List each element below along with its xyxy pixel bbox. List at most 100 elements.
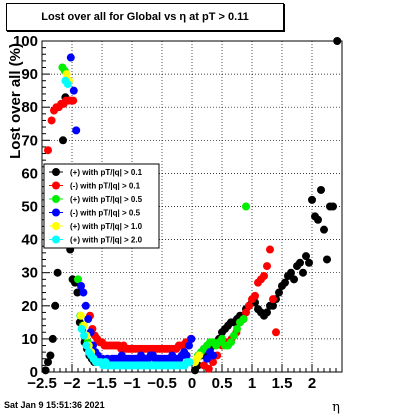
data-point (48, 334, 57, 343)
legend-box (43, 163, 160, 249)
data-point (51, 301, 60, 310)
y-tick-label: 80 (21, 99, 38, 116)
data-point (187, 334, 196, 343)
data-point (272, 328, 280, 337)
series-6 (61, 76, 194, 370)
data-point (69, 96, 78, 105)
data-point (44, 146, 52, 155)
data-point (185, 341, 193, 350)
data-point (185, 358, 194, 367)
data-point (317, 185, 325, 194)
data-point (53, 268, 62, 277)
data-point (195, 351, 204, 360)
data-point (203, 354, 211, 363)
data-point (69, 86, 78, 95)
data-point (333, 37, 342, 45)
chart-title-box: Lost over all for Global vs η at pT > 0.… (6, 3, 284, 31)
data-point (209, 358, 217, 367)
data-point (299, 268, 307, 277)
x-tick-label: 0 (188, 375, 196, 392)
data-point (84, 315, 93, 324)
y-tick-label: 30 (21, 265, 38, 282)
data-point (251, 291, 259, 300)
data-point (263, 262, 271, 271)
y-tick-label: 40 (21, 232, 38, 249)
data-point (73, 288, 82, 297)
y-tick-label: 60 (21, 165, 38, 182)
data-point (182, 351, 191, 360)
data-point (308, 195, 316, 204)
timestamp-footer: Sat Jan 9 15:51:36 2021 (4, 400, 105, 410)
y-tick-label: 100 (13, 33, 38, 50)
x-tick-label: 1 (248, 375, 256, 392)
data-point (287, 268, 295, 277)
legend-marker (52, 195, 60, 203)
x-tick-label: −1 (123, 375, 140, 392)
data-point (44, 358, 52, 367)
data-point (296, 258, 304, 267)
legend-marker (52, 222, 60, 230)
data-point (66, 53, 75, 62)
y-tick-label: 90 (21, 66, 38, 83)
data-point (242, 308, 250, 317)
data-point (233, 324, 241, 333)
x-tick-label: 2 (308, 375, 316, 392)
data-point (329, 202, 337, 211)
legend-label: (-) with pT/|q| > 0.1 (70, 182, 141, 191)
y-axis-label: Lost over all (%) (7, 43, 24, 159)
data-point (218, 334, 226, 343)
data-point (204, 364, 213, 373)
x-tick-label: −2.5 (27, 375, 57, 392)
data-point (230, 331, 238, 340)
data-point (82, 341, 91, 350)
legend-label: (+) with pT/|q| > 1.0 (70, 222, 143, 231)
chart-title: Lost over all for Global vs η at pT > 0.… (41, 11, 249, 23)
x-tick-label: 1.5 (272, 375, 293, 392)
legend: (+) with pT/|q| > 0.1 (-) with pT/|q| > 0… (43, 163, 160, 249)
data-point (302, 252, 310, 261)
data-point (209, 351, 217, 360)
legend-marker (52, 168, 60, 176)
data-point (314, 215, 322, 224)
data-point (77, 324, 86, 333)
data-point (79, 288, 88, 297)
y-tick-label: 70 (21, 132, 38, 149)
data-point (266, 245, 274, 254)
data-point (59, 136, 67, 145)
x-tick-label: −2 (63, 375, 80, 392)
data-point (323, 255, 331, 264)
data-point (46, 351, 55, 360)
data-point (260, 272, 268, 281)
legend-marker (52, 181, 60, 190)
legend-label: (+) with pT/|q| > 0.1 (70, 168, 143, 177)
data-point (41, 366, 50, 375)
data-point (281, 278, 289, 287)
data-point (81, 301, 90, 310)
x-tick-label: −0.5 (147, 375, 177, 392)
data-point (74, 275, 82, 284)
data-point (263, 308, 271, 317)
data-point (242, 202, 250, 211)
data-point (245, 301, 253, 310)
data-point (80, 331, 88, 340)
data-point (77, 281, 85, 290)
data-point (305, 258, 313, 267)
x-axis-label: η (332, 400, 340, 414)
data-point (269, 301, 277, 310)
y-tick-label: 50 (21, 199, 38, 216)
data-point (47, 116, 56, 125)
data-point (239, 315, 248, 324)
data-point (290, 275, 298, 284)
x-tick-label: 0.5 (212, 375, 233, 392)
data-point (77, 311, 85, 320)
legend-label: (+) with pT/|q| > 0.5 (70, 195, 143, 204)
data-point (275, 288, 283, 297)
data-point (62, 70, 71, 79)
legend-marker (52, 208, 60, 217)
y-tick-label: 10 (21, 331, 38, 348)
legend-label: (+) with pT/|q| > 2.0 (70, 236, 143, 245)
y-tick-label: 0 (30, 364, 38, 381)
data-points (41, 37, 342, 375)
data-point (72, 126, 81, 135)
